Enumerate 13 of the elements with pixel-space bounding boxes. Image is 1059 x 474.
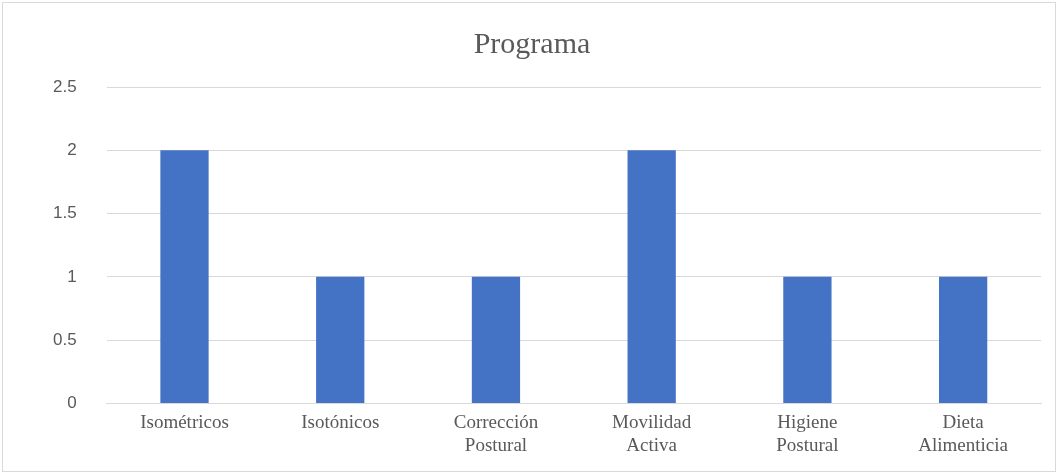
x-tick-label: Corrección Postural	[453, 410, 539, 455]
chart-title: Programa	[473, 25, 591, 59]
y-tick-label: 0	[67, 393, 77, 413]
y-tick-label: 0.5	[52, 329, 77, 349]
y-tick-label: 2.5	[52, 76, 77, 96]
y-tick-label: 1.5	[52, 203, 77, 223]
x-tick-label: Dieta Alimenticia	[918, 410, 1009, 455]
x-tick-label: Movilidad Activa	[612, 410, 692, 455]
y-tick-label: 2	[67, 139, 77, 159]
x-tick-label: Higiene Postural	[776, 410, 839, 455]
x-tick-label: Isométricos	[140, 410, 229, 432]
x-tick-label: Isotónicos	[301, 410, 380, 432]
y-tick-label: 1	[67, 266, 77, 286]
